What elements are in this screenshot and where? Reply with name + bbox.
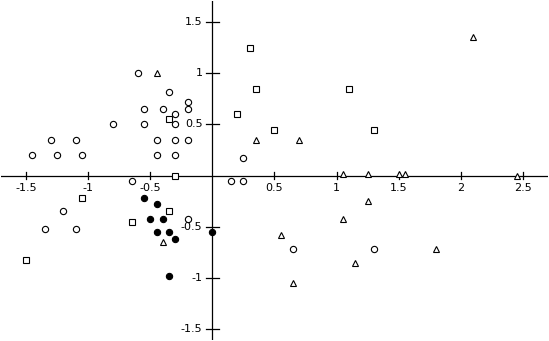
Text: 1: 1 [333, 183, 340, 193]
Text: -0.5: -0.5 [181, 222, 203, 232]
Text: 1.5: 1.5 [185, 17, 203, 27]
Text: -1: -1 [83, 183, 94, 193]
Text: -0.5: -0.5 [139, 183, 161, 193]
Text: -1: -1 [192, 273, 203, 283]
Text: 0.5: 0.5 [185, 119, 203, 129]
Text: 1.5: 1.5 [390, 183, 407, 193]
Text: 0.5: 0.5 [266, 183, 283, 193]
Text: -1.5: -1.5 [15, 183, 37, 193]
Text: -1.5: -1.5 [181, 324, 203, 335]
Text: 2.5: 2.5 [514, 183, 531, 193]
Text: 2: 2 [457, 183, 464, 193]
Text: 1: 1 [195, 68, 203, 78]
